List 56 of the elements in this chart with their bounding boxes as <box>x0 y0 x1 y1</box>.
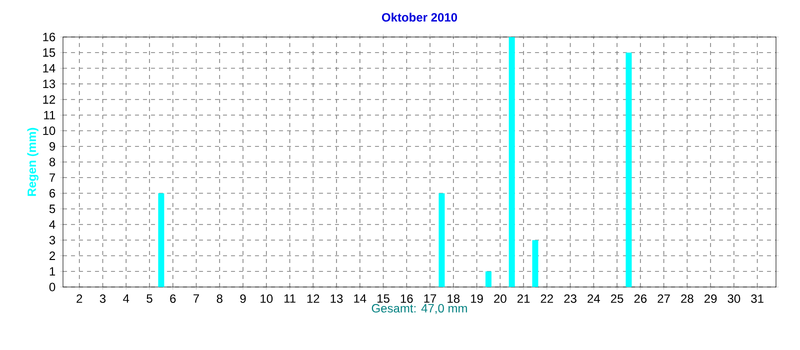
x-tick-label: 30 <box>728 294 740 303</box>
x-tick-label: 13 <box>330 294 343 303</box>
y-tick-label: 12 <box>43 95 56 104</box>
bar <box>626 52 632 287</box>
y-tick-label: 15 <box>43 48 56 57</box>
bar <box>485 271 492 287</box>
x-tick-label: 10 <box>260 294 273 303</box>
y-tick-label: 14 <box>43 64 56 72</box>
bar <box>438 193 445 287</box>
x-tick-label: 4 <box>123 294 130 303</box>
x-tick-label: 5 <box>146 294 152 303</box>
bar <box>508 37 515 287</box>
y-tick-label: 7 <box>50 173 56 182</box>
chart-title: Oktober 2010 <box>382 12 458 22</box>
x-tick-label: 15 <box>378 294 390 303</box>
y-tick-label: 2 <box>50 252 56 260</box>
y-tick-label: 10 <box>43 126 56 136</box>
y-tick-label: 3 <box>49 236 56 244</box>
y-tick-label: 11 <box>44 110 56 120</box>
x-tick-label: 19 <box>471 294 483 303</box>
x-tick-label: 18 <box>448 294 460 303</box>
x-tick-label: 8 <box>216 294 222 303</box>
x-tick-label: 22 <box>540 294 553 303</box>
x-tick-label: 28 <box>681 294 694 303</box>
x-tick-label: 23 <box>564 294 576 303</box>
bar <box>532 240 538 287</box>
bar <box>158 193 164 287</box>
x-tick-label: 31 <box>751 294 764 303</box>
x-tick-label: 7 <box>194 294 199 303</box>
x-tick-label: 16 <box>400 294 413 303</box>
y-tick-label: 9 <box>50 142 56 151</box>
x-tick-label: 21 <box>517 294 530 303</box>
y-tick-label: 13 <box>43 80 56 88</box>
x-tick-label: 27 <box>658 294 670 303</box>
y-axis-title: Regen (mm) <box>27 128 38 196</box>
x-axis-title: Gesamt: 47,0 mm <box>372 304 467 314</box>
y-tick-label: 8 <box>49 158 56 166</box>
y-tick-label: 16 <box>43 32 56 42</box>
x-tick-label: 14 <box>354 294 366 303</box>
x-tick-label: 17 <box>424 294 436 303</box>
x-tick-label: 26 <box>634 294 647 303</box>
x-tick-label: 20 <box>494 294 506 303</box>
x-tick-label: 12 <box>307 294 320 303</box>
x-tick-label: 2 <box>76 294 82 303</box>
x-tick-label: 29 <box>704 294 717 303</box>
x-tick-label: 6 <box>170 294 176 303</box>
x-tick-label: 9 <box>240 294 246 303</box>
x-tick-label: 3 <box>100 294 106 303</box>
x-tick-label: 24 <box>588 294 600 303</box>
y-tick-label: 0 <box>49 282 56 292</box>
x-tick-label: 11 <box>284 294 296 303</box>
x-tick-label: 25 <box>610 294 624 303</box>
y-tick-label: 1 <box>50 267 56 276</box>
y-tick-label: 5 <box>49 204 56 214</box>
y-tick-label: 6 <box>50 188 56 198</box>
y-tick-label: 4 <box>49 220 56 229</box>
